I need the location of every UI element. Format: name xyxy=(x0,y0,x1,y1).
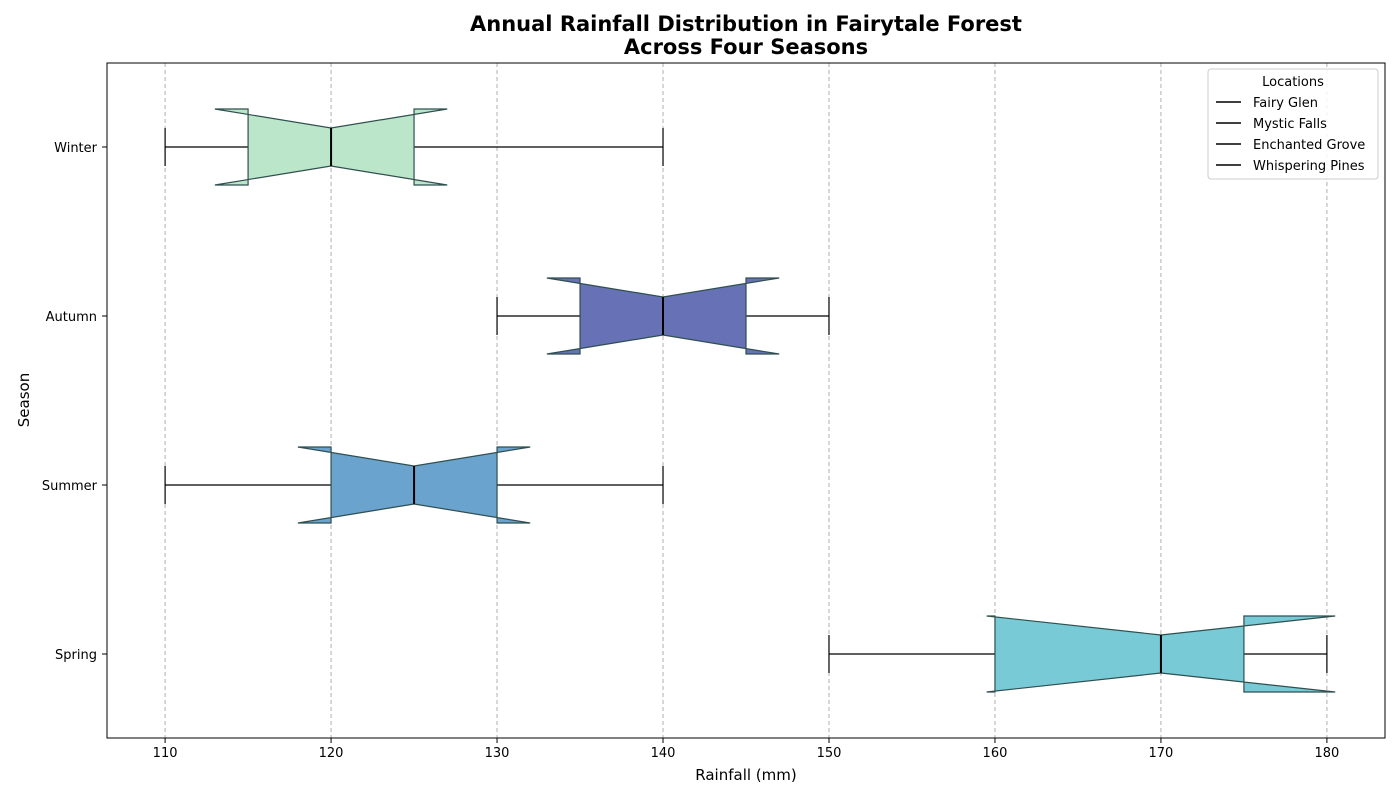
y-tick-label: Spring xyxy=(55,648,97,663)
legend-entry: Fairy Glen xyxy=(1253,96,1318,111)
legend-title: Locations xyxy=(1262,75,1324,90)
box-summer xyxy=(164,446,664,524)
legend-entry: Whispering Pines xyxy=(1253,159,1365,174)
x-axis-label: Rainfall (mm) xyxy=(695,766,796,784)
x-tick-label: 140 xyxy=(651,746,676,761)
x-tick-label: 110 xyxy=(153,746,178,761)
tick-layer: 110 120 130 140 150 160 170 180 Spring Summer Autu… xyxy=(42,141,1339,761)
legend-items: Fairy Glen Mystic Falls Enchanted Grove Whi… xyxy=(1216,96,1365,174)
chart-title-line-2: Across Four Seasons xyxy=(624,35,868,59)
box-winter xyxy=(164,108,664,186)
x-tick-label: 160 xyxy=(983,746,1008,761)
legend: Locations Fairy Glen Mystic Falls Enchante… xyxy=(1207,68,1379,180)
chart-title-line-1: Annual Rainfall Distribution in Fairytal… xyxy=(470,12,1022,36)
plot-frame xyxy=(106,62,1386,739)
x-tick-label: 120 xyxy=(319,746,344,761)
legend-entry: Mystic Falls xyxy=(1253,117,1327,132)
box-layer xyxy=(164,108,1336,693)
box-spring xyxy=(828,615,1336,693)
legend-frame xyxy=(1207,68,1379,180)
box-autumn xyxy=(496,277,830,355)
x-tick-label: 150 xyxy=(817,746,842,761)
legend-entry: Enchanted Grove xyxy=(1253,138,1365,153)
x-tick-label: 180 xyxy=(1314,746,1339,761)
x-tick-label: 170 xyxy=(1149,746,1174,761)
x-tick-label: 130 xyxy=(485,746,510,761)
y-axis-label: Season xyxy=(15,373,33,427)
y-tick-label: Summer xyxy=(42,479,98,494)
y-tick-label: Autumn xyxy=(46,310,97,325)
y-tick-label: Winter xyxy=(54,141,98,156)
grid-layer xyxy=(164,63,1328,738)
